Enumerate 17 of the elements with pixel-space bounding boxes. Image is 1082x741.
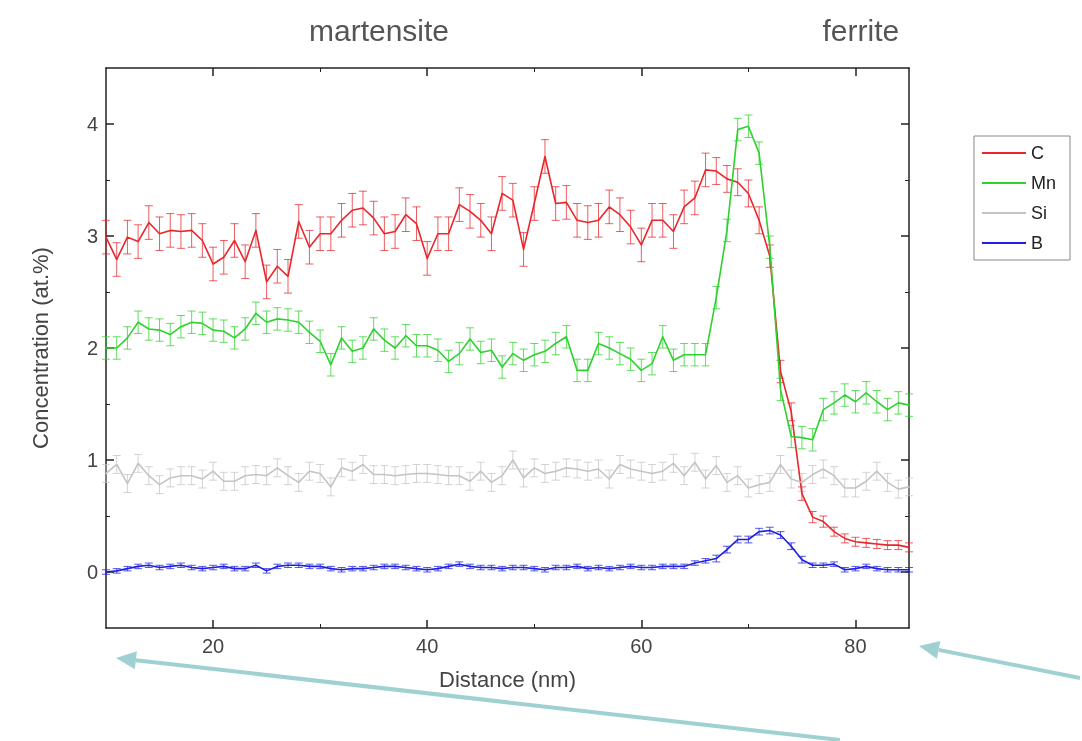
x-tick-label: 40 (416, 635, 439, 657)
x-tick-label: 20 (201, 635, 225, 657)
text: ferrite (822, 13, 900, 47)
legend-label: Mn (1031, 173, 1057, 193)
legend-label: Si (1031, 203, 1048, 223)
text: martensite (308, 13, 450, 47)
y-axis-title: Concentration (at.%) (27, 247, 53, 449)
x-tick-label: 80 (844, 635, 867, 657)
y-tick-label: 3 (86, 225, 98, 247)
legend-label: C (1031, 143, 1044, 163)
y-tick-label: 2 (86, 337, 98, 359)
legend-label: B (1031, 233, 1044, 253)
y-tick-label: 0 (86, 561, 98, 583)
x-axis-title: Distance (nm) (439, 666, 576, 692)
x-tick-label: 60 (630, 635, 653, 657)
y-tick-label: 4 (86, 113, 98, 135)
y-tick-label: 1 (86, 449, 98, 471)
